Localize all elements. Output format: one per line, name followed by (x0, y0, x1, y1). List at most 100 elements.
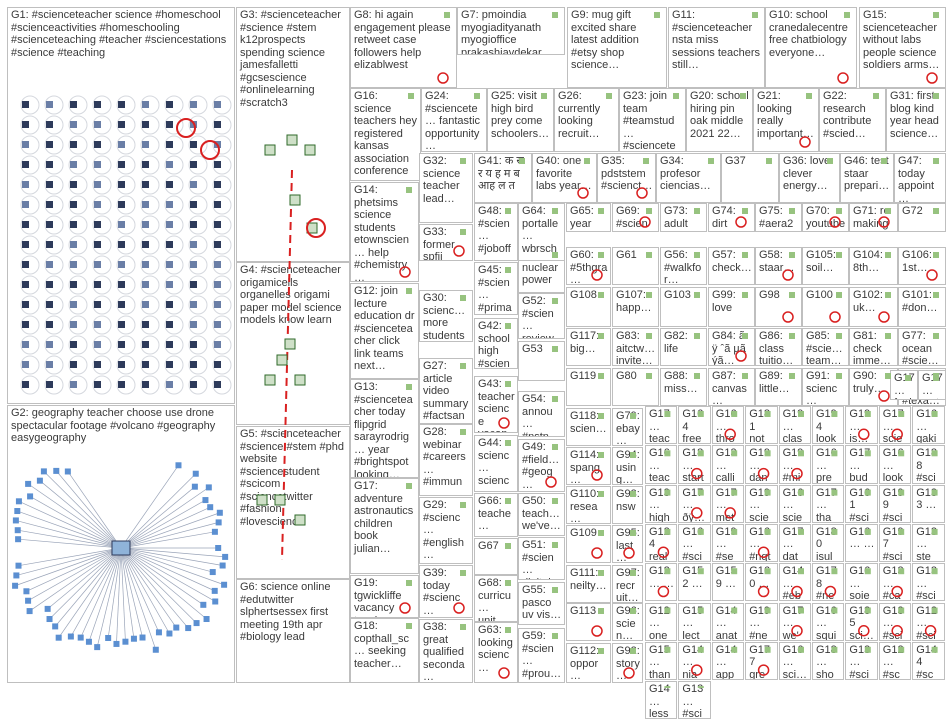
cluster-g65: G65: year #scien… (566, 203, 611, 232)
cluster-c16: G17… bud… (845, 445, 878, 484)
cluster-g90: G90: truly… (849, 368, 898, 406)
cluster-label: G160 … (749, 565, 770, 590)
cluster-g55: G55: pasco uv vis… (518, 582, 565, 625)
cluster-label: G97: recruit… (616, 567, 640, 603)
cluster-g25: G25: visit high bird prey come schoolers… (487, 88, 554, 152)
cluster-label: G98 (759, 289, 780, 301)
cluster-c25: G161 #sci… (845, 484, 878, 523)
cluster-label: G13… #sci… (882, 604, 904, 641)
cluster-g18: G18: copthall_sc… seeking teacher… (350, 618, 419, 683)
cluster-label: G17… teac… (649, 408, 670, 445)
cluster-c10: G16… teac… (645, 445, 678, 484)
cluster-label: G29: #scienc… #english… #english… #engli… (423, 499, 464, 563)
cluster-c2: G164 free… (678, 406, 711, 445)
cluster-label: G1: #scienceteacher science #homeschool … (11, 9, 227, 59)
cluster-g97: G97: recruit… (612, 565, 643, 603)
cluster-label: G14: phetsims science students etownscie… (354, 184, 410, 282)
cluster-g33: G33: former spfii #scienc… turned… (419, 224, 473, 261)
cluster-label: G69: #scien… #physi… (616, 205, 648, 231)
cluster-label: G40: one favorite labs year… (536, 155, 592, 192)
cluster-label: G100 (806, 289, 833, 301)
cluster-label: G119 (570, 370, 597, 382)
cluster-label: G17… tha… (816, 486, 837, 523)
cluster-label: G25: visit high bird prey come schoolers… (491, 90, 550, 140)
cluster-label: G59: #scien… #prou… (522, 630, 562, 680)
cluster-c37: G12… … (645, 563, 678, 602)
cluster-g49: G49: #field… #geog… (518, 439, 565, 492)
cluster-g81: G81: check imme… (849, 328, 898, 366)
cluster-c49: G19… #ne… (745, 602, 778, 641)
cluster-label: G93: nsw (616, 488, 640, 513)
cluster-c27: G133 … (912, 484, 945, 523)
cluster-c36: G13… ste… (912, 523, 945, 563)
cluster-label: G13… calli… (715, 447, 737, 484)
cluster-c58: G177 gre… (745, 641, 778, 681)
cluster-c6: G194 look… (812, 406, 845, 445)
cluster-label: G52: #scien… review… (522, 295, 554, 339)
cluster-label: G14… #eb… (782, 565, 804, 602)
cluster-g73: G73: adult guppie… (660, 203, 707, 232)
cluster-c40: G160 … (745, 563, 778, 602)
cluster-c3: G16… thro… (711, 406, 745, 445)
cluster-label: G185 sci… (849, 604, 874, 641)
cluster-label: G67 (478, 540, 499, 552)
cluster-label: G152 … (682, 565, 704, 590)
cluster-g60: G60: #5thgra… (566, 247, 611, 285)
cluster-g92: G92: story… (612, 643, 643, 683)
cluster-g15: G15: scienceteacher without labs people … (859, 7, 946, 88)
cluster-g113: G113 (566, 603, 611, 641)
cluster-label: G45: #scien… #prima… #remot… (478, 264, 512, 314)
cluster-c20: G17… ðÿ… (678, 484, 711, 523)
cluster-g111: G111: neilty… (566, 565, 611, 603)
cluster-label: G84: ã ÿ ˆã µã ýã… (712, 330, 746, 366)
cluster-g56: G56: #walkfor… (660, 247, 707, 285)
cluster-c23: G16… scie… (778, 484, 811, 523)
cluster-c45: G13… #sci… (912, 563, 945, 602)
cluster-g105: G105: soil… (802, 247, 849, 285)
cluster-c33: G180 isul… (812, 523, 845, 563)
cluster-c31: G16… #nqt… (745, 523, 778, 563)
cluster-g74: G74: dirt potting mix (708, 203, 755, 232)
cluster-label: G18… start… (682, 447, 704, 484)
cluster-label: G104: 8th… (853, 249, 883, 274)
network-graph-canvas: G1: #scienceteacher science #homeschool … (7, 7, 946, 719)
cluster-label: G19… dan… (749, 447, 770, 484)
cluster-g9: G9: mug gift excited share latest additi… (567, 7, 667, 88)
cluster-label: G90: truly… (853, 370, 885, 395)
cluster-c21: G17… met… (711, 484, 745, 523)
cluster-label: G63: looking scienc… (478, 624, 513, 674)
cluster-g85: G85: #scie… team… (802, 328, 849, 366)
cluster-g88: G88: miss… (660, 368, 707, 406)
cluster-label: G95: last… (616, 527, 640, 563)
cluster-label: G17: adventure astronautics children boo… (354, 480, 414, 555)
cluster-label: G85: #scie… team… (806, 330, 843, 366)
cluster-label: G16… gaki… (916, 408, 937, 445)
cluster-g75: G75: #aera21 check… (755, 203, 802, 232)
cluster-g52: G52: #scien… review… (518, 293, 565, 339)
cluster-label: G68: curricu… unit… (478, 577, 512, 622)
cluster-label: G37 (725, 155, 746, 167)
cluster-label: G12… one… (649, 604, 670, 641)
cluster-label: G41: क स र य ह म ब आह ल त (478, 155, 524, 192)
cluster-label: G48: #scien… #joboff… seekin… (478, 205, 511, 261)
cluster-label: G12… … (649, 565, 675, 590)
cluster-c9: G16… gaki… (912, 406, 945, 445)
cluster-label: G197 #sci… (882, 525, 904, 563)
cluster-label: G32: science teacher lead… (423, 155, 461, 205)
cluster-label: G13… ste… (916, 525, 937, 563)
cluster-label: G56: #walkfor… (664, 249, 702, 285)
cluster-g48: G48: #scien… #joboff… seekin… (474, 203, 518, 261)
cluster-c41: G14… #eb… (778, 563, 811, 602)
cluster-label: G17… feel… (894, 372, 915, 399)
cluster-g66: G66: teache… ncse… (474, 493, 518, 537)
cluster-label: G80 (616, 370, 637, 382)
cluster-g106: G106: 1st… (898, 247, 946, 285)
cluster-label: G13… #sci… (916, 565, 937, 602)
cluster-label: G83: aitctw… invite… (616, 330, 656, 366)
cluster-label: G188 #sci… (916, 447, 937, 484)
cluster-label: G16… #sci… (682, 525, 704, 563)
cluster-label: G19: tgwickliffe vacancy teacher 57… (354, 577, 402, 617)
cluster-g98: G98 (755, 287, 802, 327)
cluster-g104: G104: 8th… (849, 247, 898, 285)
cluster-g96: G96: scien… (612, 603, 643, 641)
